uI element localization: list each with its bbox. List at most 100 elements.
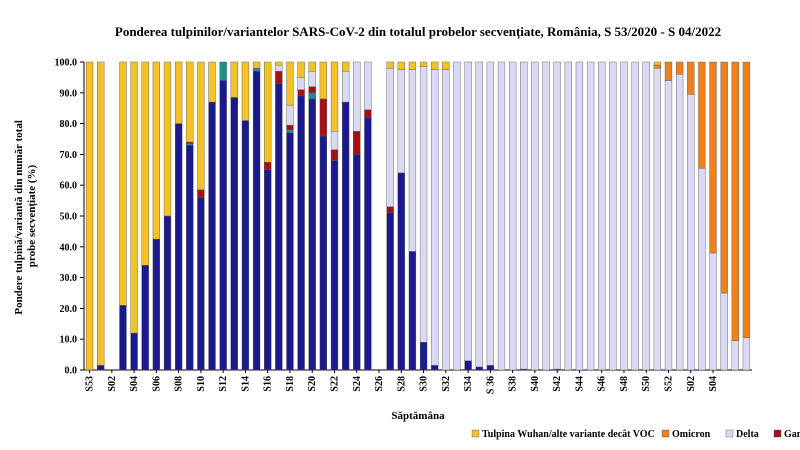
bar-segment-gamma	[186, 141, 194, 144]
bar-segment-wuhan	[252, 61, 261, 69]
bar-segment-alpha	[152, 238, 161, 371]
bar-segment-wuhan	[208, 61, 216, 103]
bar-segment-delta	[475, 61, 483, 368]
bar-segment-delta	[308, 71, 316, 87]
y-tick-label: 0.0	[65, 366, 78, 377]
bar-segment-wuhan	[130, 61, 138, 334]
y-tick-label: 10.0	[60, 335, 78, 346]
bar-segment-wuhan	[230, 61, 238, 98]
bar-segment-alpha	[364, 117, 372, 371]
bar-segment-alpha	[197, 197, 205, 371]
x-tick-label: S12	[218, 376, 229, 392]
bar-segment-delta	[575, 61, 584, 371]
bar-segment-alpha	[208, 101, 216, 371]
x-tick-label: S32	[441, 376, 452, 392]
legend-label-gamma: Gamma	[784, 429, 800, 440]
bar-segment-alpha	[319, 135, 328, 371]
bar-segment-alpha	[119, 305, 127, 371]
bar-segment-delta	[653, 67, 662, 371]
x-tick-label: S50	[641, 376, 652, 392]
bar-segment-gamma	[353, 131, 361, 155]
bar-segment-beta	[219, 61, 227, 81]
x-tick-label: S48	[619, 376, 630, 392]
bar-segment-delta	[442, 69, 450, 371]
bar-segment-beta	[286, 129, 294, 134]
legend-swatch-wuhan	[471, 429, 480, 438]
bar-segment-wuhan	[186, 61, 194, 143]
bar-segment-omicron	[742, 61, 751, 338]
bar-segment-wuhan	[386, 61, 394, 69]
y-tick-label: 30.0	[60, 273, 78, 284]
bar-segment-alpha	[464, 360, 472, 371]
bar-segment-delta	[353, 61, 361, 132]
bar-segment-wuhan	[653, 61, 662, 66]
bar-segment-delta	[698, 168, 706, 371]
bar-segment-omicron	[731, 61, 739, 341]
legend-label-omicron: Omicron	[672, 429, 711, 440]
bar-segment-delta	[341, 71, 350, 103]
bar-segment-gamma	[330, 149, 339, 161]
x-tick-label: S28	[396, 376, 407, 392]
bar-segment-gamma	[197, 189, 205, 198]
bar-segment-alpha	[286, 132, 294, 371]
bar-segment-alpha	[431, 365, 439, 371]
bar-segment-delta	[675, 74, 684, 371]
bar-segment-delta	[553, 61, 561, 370]
bar-segment-delta	[731, 340, 739, 371]
bar-segment-delta	[709, 252, 717, 371]
bar-segment-gamma	[319, 98, 328, 137]
x-tick-label: S06	[151, 376, 162, 392]
bar-segment-alpha	[297, 95, 305, 371]
x-axis-label: Săptămâna	[391, 410, 445, 422]
bar-segment-omicron	[687, 61, 695, 95]
x-tick-label: S53	[85, 376, 96, 392]
y-tick-label: 100.0	[55, 58, 78, 69]
bar-segment-delta	[386, 67, 394, 207]
bar-segment-wuhan	[163, 61, 172, 217]
y-tick-label: 70.0	[60, 150, 78, 161]
bar-segment-alpha	[230, 97, 238, 371]
bar-segment-delta	[431, 69, 439, 366]
bar-segment-wuhan	[330, 61, 339, 132]
bar-segment-wuhan	[397, 61, 405, 70]
bar-segment-wuhan	[197, 61, 205, 191]
bar-segment-wuhan	[85, 61, 94, 371]
bar-segment-delta	[486, 61, 495, 366]
bar-segment-wuhan	[431, 61, 439, 70]
bar-segment-omicron	[675, 61, 684, 75]
bar-segment-wuhan	[264, 61, 272, 163]
y-tick-label: 40.0	[60, 242, 78, 253]
bar-segment-omicron	[653, 64, 662, 69]
bar-segment-gamma	[275, 71, 283, 84]
bar-segment-alpha	[397, 172, 405, 371]
y-tick-label: 20.0	[60, 304, 78, 315]
legend-item-omicron: Omicron	[661, 429, 711, 440]
bar-segment-delta	[631, 61, 639, 371]
bar-segment-delta	[330, 131, 339, 150]
bar-segment-alpha	[219, 80, 227, 371]
bar-segment-alpha	[341, 101, 350, 371]
x-tick-label: S04	[129, 376, 140, 392]
bar-segment-delta	[687, 94, 695, 371]
bar-segment-delta	[520, 61, 528, 370]
bar-segment-wuhan	[275, 61, 283, 66]
x-tick-label: S24	[352, 376, 363, 392]
bar-segment-omicron	[664, 61, 673, 81]
bar-segment-alpha	[330, 160, 339, 371]
bar-segment-wuhan	[241, 61, 250, 121]
bar-segment-delta	[497, 61, 506, 371]
bar-segment-wuhan	[341, 61, 350, 72]
legend-item-gamma: Gamma	[773, 429, 800, 440]
x-tick-label: S44	[574, 376, 585, 392]
bar-segment-delta	[564, 61, 572, 371]
legend-swatch-delta	[725, 429, 734, 438]
y-tick-label: 90.0	[60, 88, 78, 99]
x-tick-label: S20	[307, 376, 318, 392]
bar-segment-wuhan	[297, 61, 305, 78]
y-axis-label: Pondere tulpină/variantă din număr total…	[13, 117, 38, 314]
bar-segment-wuhan	[319, 61, 328, 100]
bar-segment-delta	[542, 61, 550, 371]
bar-segment-alpha	[308, 98, 316, 371]
x-tick-label: S04	[708, 376, 719, 392]
